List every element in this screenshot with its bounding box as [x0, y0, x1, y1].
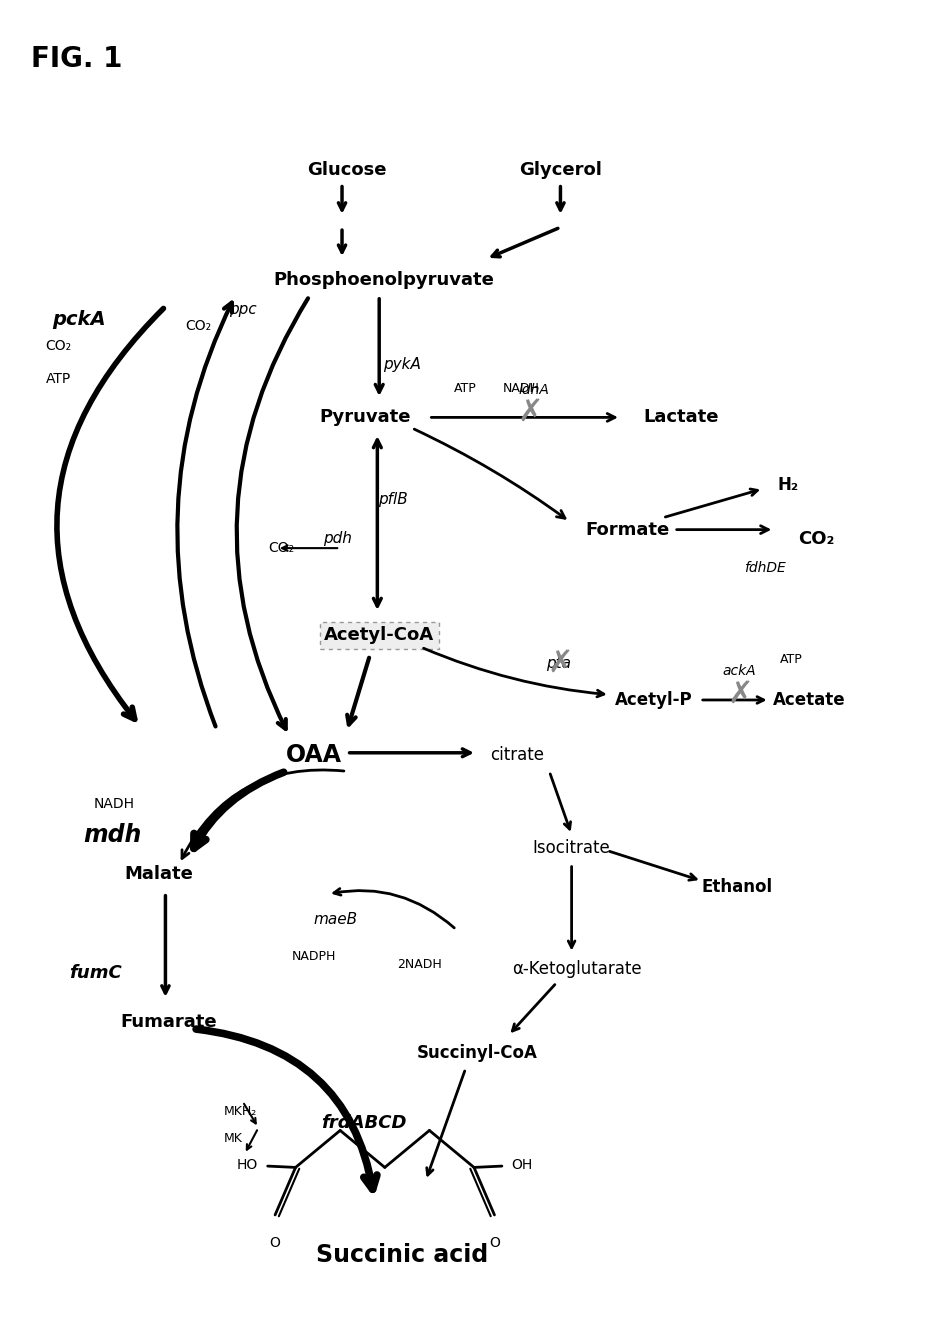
Text: CO₂: CO₂ — [46, 339, 72, 353]
Text: Succinyl-CoA: Succinyl-CoA — [416, 1044, 538, 1062]
Text: pdh: pdh — [323, 532, 352, 546]
Text: NADH: NADH — [94, 797, 135, 812]
Text: CO₂: CO₂ — [268, 541, 295, 556]
Text: Succinic acid: Succinic acid — [316, 1242, 489, 1266]
Text: MKH₂: MKH₂ — [224, 1106, 257, 1118]
Text: Glucose: Glucose — [307, 162, 386, 179]
Text: O: O — [489, 1236, 500, 1250]
Text: α-Ketoglutarate: α-Ketoglutarate — [512, 960, 642, 979]
Text: ✗: ✗ — [548, 648, 573, 678]
Text: frdABCD: frdABCD — [321, 1114, 406, 1131]
Text: ppc: ppc — [229, 301, 256, 317]
Text: FIG. 1: FIG. 1 — [31, 45, 122, 73]
Text: ldhA: ldhA — [519, 383, 550, 396]
Text: Pyruvate: Pyruvate — [320, 408, 411, 427]
Text: Phosphoenolpyruvate: Phosphoenolpyruvate — [273, 271, 495, 289]
Text: CO₂: CO₂ — [185, 320, 211, 333]
Text: pckA: pckA — [52, 310, 106, 329]
Text: mdh: mdh — [83, 822, 141, 847]
Text: ATP: ATP — [46, 373, 71, 386]
Text: Glycerol: Glycerol — [519, 162, 602, 179]
Text: O: O — [269, 1236, 280, 1250]
Text: Acetyl-CoA: Acetyl-CoA — [324, 626, 434, 644]
Text: fdhDE: fdhDE — [744, 561, 785, 575]
Text: Lactate: Lactate — [643, 408, 719, 427]
Text: ackA: ackA — [722, 664, 755, 678]
Text: ATP: ATP — [780, 652, 802, 666]
Text: OAA: OAA — [286, 744, 342, 768]
Text: pflB: pflB — [379, 492, 408, 507]
Text: NADPH: NADPH — [292, 949, 337, 963]
Text: Fumarate: Fumarate — [120, 1013, 217, 1032]
Text: 2NADH: 2NADH — [396, 957, 441, 971]
Text: NADH: NADH — [503, 382, 539, 395]
Text: Isocitrate: Isocitrate — [533, 839, 611, 857]
Text: Malate: Malate — [124, 866, 194, 883]
Text: maeB: maeB — [313, 912, 357, 927]
Text: ✗: ✗ — [727, 680, 753, 709]
Text: H₂: H₂ — [778, 476, 798, 493]
Text: Formate: Formate — [585, 521, 669, 538]
Text: Acetate: Acetate — [773, 691, 846, 709]
Text: OH: OH — [511, 1158, 532, 1172]
Text: Ethanol: Ethanol — [701, 879, 772, 896]
Text: ATP: ATP — [454, 382, 477, 395]
Text: Acetyl-P: Acetyl-P — [614, 691, 692, 709]
Text: pykA: pykA — [383, 357, 422, 373]
Text: fumC: fumC — [69, 964, 122, 983]
Text: HO: HO — [237, 1158, 258, 1172]
Text: pta: pta — [546, 655, 571, 671]
Text: ✗: ✗ — [517, 398, 542, 427]
Text: citrate: citrate — [490, 747, 544, 764]
Text: CO₂: CO₂ — [798, 530, 834, 548]
Text: MK: MK — [224, 1132, 243, 1144]
